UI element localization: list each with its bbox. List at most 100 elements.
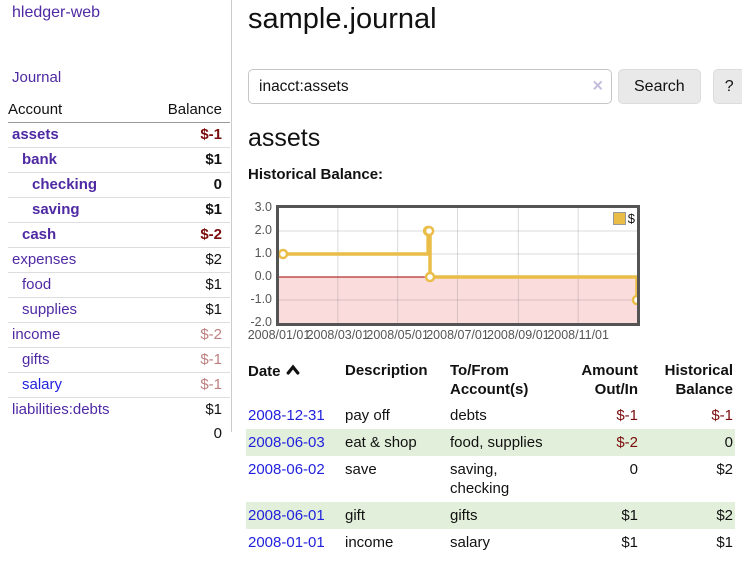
account-row: gifts $-1 bbox=[8, 347, 230, 373]
x-axis-tick-label: 2008/09/01 bbox=[487, 328, 550, 342]
account-row: saving $1 bbox=[8, 197, 230, 223]
accounts-total-value: 0 bbox=[213, 425, 222, 442]
account-row: supplies $1 bbox=[8, 297, 230, 323]
account-row: cash $-2 bbox=[8, 222, 230, 248]
date-link[interactable]: 2008-01-01 bbox=[248, 534, 325, 551]
description-cell: gift bbox=[345, 507, 366, 524]
account-row: expenses $2 bbox=[8, 247, 230, 273]
x-axis-tick-label: 2008/07/01 bbox=[426, 328, 489, 342]
accounts-column-header: To/From Account(s) bbox=[450, 362, 529, 398]
account-balance: $1 bbox=[205, 151, 222, 168]
chart-title: Historical Balance: bbox=[248, 166, 384, 183]
balance-cell: 0 bbox=[724, 434, 733, 451]
accounts-header-row: Account Balance bbox=[8, 101, 230, 123]
account-name-link[interactable]: liabilities:debts bbox=[12, 401, 110, 418]
balance-cell: $1 bbox=[716, 534, 733, 551]
date-link[interactable]: 2008-06-02 bbox=[248, 461, 325, 478]
account-row: income $-2 bbox=[8, 322, 230, 348]
date-link[interactable]: 2008-06-03 bbox=[248, 434, 325, 451]
account-balance: $-1 bbox=[200, 126, 222, 143]
description-cell: pay off bbox=[345, 407, 390, 424]
account-name-link[interactable]: cash bbox=[22, 226, 57, 243]
account-balance: $2 bbox=[205, 251, 222, 268]
balance-cell: $2 bbox=[716, 461, 733, 478]
date-link[interactable]: 2008-06-01 bbox=[248, 507, 325, 524]
amount-cell: $1 bbox=[621, 534, 638, 551]
description-cell: income bbox=[345, 534, 394, 551]
nav-journal-link[interactable]: Journal bbox=[12, 69, 62, 86]
balance-column-header: Historical Balance bbox=[664, 362, 733, 398]
search-input-wrap: × bbox=[248, 69, 612, 104]
help-button[interactable]: ? bbox=[712, 69, 742, 104]
register-table: Date Description To/From Account(s) Amou… bbox=[246, 361, 735, 556]
amount-column-header: Amount Out/In bbox=[581, 362, 638, 398]
accounts-table: Account Balance assets $-1 bank $1 bbox=[8, 101, 230, 446]
account-balance: $1 bbox=[205, 201, 222, 218]
account-balance: $-1 bbox=[200, 376, 222, 393]
accounts-total-row: 0 bbox=[8, 422, 230, 446]
accounts-cell: debts bbox=[450, 407, 487, 424]
clear-search-icon[interactable]: × bbox=[592, 75, 603, 96]
account-heading: assets bbox=[248, 124, 321, 152]
account-balance: 0 bbox=[213, 176, 222, 193]
sort-asc-icon[interactable] bbox=[286, 361, 300, 380]
account-name-link[interactable]: supplies bbox=[22, 301, 78, 318]
main-content: sample.journal × Search ? assets Histori… bbox=[240, 0, 742, 556]
balance-cell: $-1 bbox=[711, 407, 733, 424]
date-link[interactable]: 2008-12-31 bbox=[248, 407, 325, 424]
account-name-link[interactable]: food bbox=[22, 276, 52, 293]
accounts-cell: saving, checking bbox=[450, 461, 510, 497]
search-input[interactable] bbox=[248, 69, 612, 104]
account-balance: $1 bbox=[205, 401, 222, 418]
legend-label: $ bbox=[627, 211, 635, 226]
account-name-link[interactable]: income bbox=[12, 326, 61, 343]
account-name-link[interactable]: gifts bbox=[22, 351, 50, 368]
account-name-link[interactable]: salary bbox=[22, 376, 63, 393]
register-row: 2008-06-01 gift gifts $1 $2 bbox=[246, 502, 735, 529]
chart-canvas bbox=[279, 208, 637, 323]
description-cell: eat & shop bbox=[345, 434, 417, 451]
legend-swatch-icon bbox=[612, 212, 626, 225]
description-cell: save bbox=[345, 461, 377, 478]
account-column-header: Account bbox=[8, 101, 146, 123]
x-axis-tick-label: 2008/05/01 bbox=[366, 328, 429, 342]
account-row: food $1 bbox=[8, 272, 230, 298]
x-axis-tick-label: 2008/03/01 bbox=[306, 328, 370, 342]
description-column-header: Description bbox=[345, 362, 428, 379]
account-name-link[interactable]: assets bbox=[12, 126, 59, 143]
register-row: 2008-12-31 pay off debts $-1 $-1 bbox=[246, 402, 735, 429]
account-balance: $-2 bbox=[200, 226, 222, 243]
accounts-cell: salary bbox=[450, 534, 491, 551]
page-title: sample.journal bbox=[248, 3, 437, 35]
account-balance: $-1 bbox=[200, 351, 222, 368]
historical-balance-chart: 3.0 2.0 1.0 0.0 -1.0 -2.0 $ 2008/01/01 2008/03… bbox=[248, 200, 742, 345]
register-row: 2008-06-02 save saving, checking 0 $2 bbox=[246, 456, 735, 502]
search-button[interactable]: Search bbox=[618, 69, 701, 104]
accounts-total-spacer bbox=[8, 422, 146, 446]
y-axis-tick-label: 0.0 bbox=[254, 269, 272, 283]
brand-link[interactable]: hledger-web bbox=[12, 4, 101, 21]
amount-cell: $-1 bbox=[616, 407, 638, 424]
y-axis-tick-label: -2.0 bbox=[250, 315, 272, 329]
balance-column-header: Balance bbox=[145, 101, 230, 123]
account-row: liabilities:debts $1 bbox=[8, 397, 230, 423]
chart-plot: $ bbox=[276, 205, 640, 326]
y-axis-tick-label: 2.0 bbox=[254, 223, 272, 237]
account-balance: $1 bbox=[205, 301, 222, 318]
register-row: 2008-01-01 income salary $1 $1 bbox=[246, 529, 735, 556]
register-header-row: Date Description To/From Account(s) Amou… bbox=[246, 361, 735, 402]
account-name-link[interactable]: bank bbox=[22, 151, 58, 168]
account-name-link[interactable]: saving bbox=[32, 201, 80, 218]
account-row: assets $-1 bbox=[8, 122, 230, 148]
accounts-cell: gifts bbox=[450, 507, 478, 524]
x-axis-tick-label: 2008/11/01 bbox=[547, 328, 609, 342]
account-balance: $-2 bbox=[200, 326, 222, 343]
date-column-header[interactable]: Date bbox=[246, 361, 343, 402]
account-name-link[interactable]: checking bbox=[32, 176, 98, 193]
y-axis-tick-label: 3.0 bbox=[254, 200, 272, 214]
sidebar: hledger-web Journal Account Balance asse… bbox=[0, 0, 232, 442]
x-axis-tick-label: 2008/01/01 bbox=[247, 328, 311, 342]
account-balance: $1 bbox=[205, 276, 222, 293]
account-name-link[interactable]: expenses bbox=[12, 251, 77, 268]
